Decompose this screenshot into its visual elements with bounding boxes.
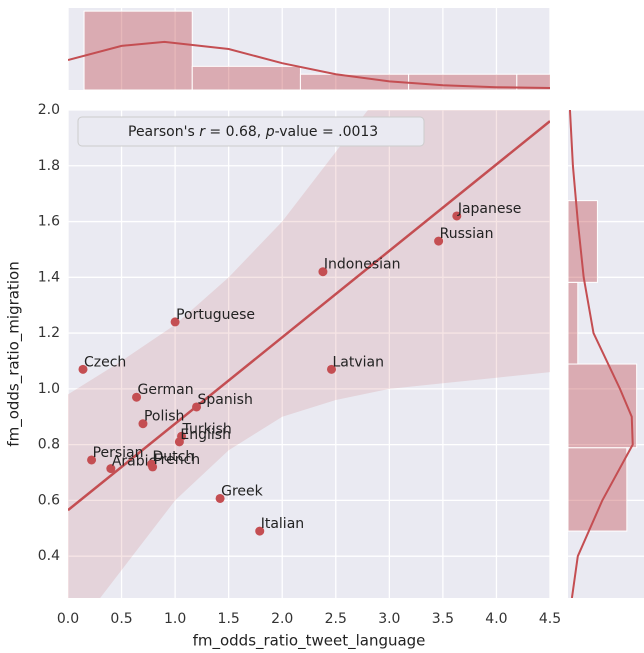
point-label: Portuguese [176, 307, 255, 323]
point-label: Dutch [153, 449, 195, 465]
point-label: Persian [93, 445, 144, 461]
annotation: Pearson's r = 0.68, p-value = .0013 [128, 124, 378, 140]
top-margin-background [68, 8, 550, 90]
point [255, 526, 265, 536]
right-margin [568, 110, 644, 598]
point [78, 364, 88, 374]
point-label: Latvian [332, 354, 384, 370]
x-tick-label: 2.5 [325, 611, 347, 627]
x-tick-label: 1.0 [164, 611, 186, 627]
point [174, 437, 184, 447]
histogram-bar [568, 447, 628, 532]
point-label: Czech [84, 354, 126, 370]
point-label: French [154, 452, 201, 468]
point-label: Italian [261, 516, 304, 532]
point-label: Spanish [198, 392, 253, 408]
point [138, 419, 148, 429]
point-label: Japanese [457, 201, 522, 217]
point [318, 267, 328, 277]
point-label: Greek [221, 483, 264, 499]
point [170, 317, 180, 327]
point-label: Russian [440, 226, 494, 242]
point [132, 392, 142, 402]
plot-area: Czech German Polish PersianArabicDutchFrenc… [68, 110, 550, 598]
plot-background [68, 110, 550, 598]
y-tick-label: 0.4 [38, 548, 60, 564]
y-tick-label: 1.8 [38, 158, 60, 174]
point [192, 402, 202, 412]
top-margin [68, 8, 550, 90]
histogram-bar [568, 363, 638, 449]
point-label: Indonesian [324, 257, 401, 273]
point-label: Arabic [112, 454, 156, 470]
point [434, 236, 444, 246]
x-tick-label: 0.5 [110, 611, 132, 627]
point [106, 464, 116, 474]
x-tick-label: 4.0 [485, 611, 507, 627]
annotation-part: = 0.68, [205, 124, 266, 140]
y-tick-label: 0.8 [38, 437, 60, 453]
point [326, 364, 336, 374]
x-axis-label: fm_odds_ratio_tweet_language [193, 632, 426, 651]
annotation-box [77, 116, 425, 147]
x-tick-label: 3.0 [378, 611, 400, 627]
kde-curve [568, 110, 634, 598]
right-margin-background [568, 110, 644, 598]
axes: 0.0 0.5 1.0 1.5 2.0 2.5 3.0 3.5 4.0 4.5 0.4 0.6 0.8 1… [38, 102, 561, 627]
point [87, 455, 97, 465]
point [215, 493, 225, 503]
y-tick-label: 0.6 [38, 492, 60, 508]
point [452, 211, 462, 221]
y-tick-label: 2.0 [38, 102, 60, 118]
y-tick-label: 1.4 [38, 269, 60, 285]
y-tick-label: 1.2 [38, 325, 60, 341]
y-axis-label: fm_odds_ratio_migration [5, 261, 24, 446]
y-tick-label: 1.6 [38, 214, 60, 230]
histogram-bar [191, 65, 301, 90]
point-label: Polish [144, 409, 184, 425]
annotation-part: r [199, 124, 206, 140]
x-tick-label: 1.5 [218, 611, 240, 627]
point [148, 462, 158, 472]
x-tick-label: 0.0 [57, 611, 79, 627]
x-tick-label: 3.5 [432, 611, 454, 627]
point-label: Turkish [182, 421, 232, 437]
histogram-bar [516, 73, 550, 90]
kde-curve [68, 40, 550, 90]
histogram-bar [568, 281, 579, 365]
x-tick-label: 2.0 [271, 611, 293, 627]
point-label: English [180, 427, 231, 443]
confidence-band [68, 110, 550, 598]
annotation-part: p [265, 124, 275, 140]
point-label: German [138, 382, 194, 398]
y-tick-label: 1.0 [38, 381, 60, 397]
annotation-part: -value = .0013 [275, 124, 379, 140]
x-tick-label: 4.5 [539, 611, 561, 627]
regression-line [68, 120, 550, 512]
annotation-part: Pearson's [128, 124, 199, 140]
